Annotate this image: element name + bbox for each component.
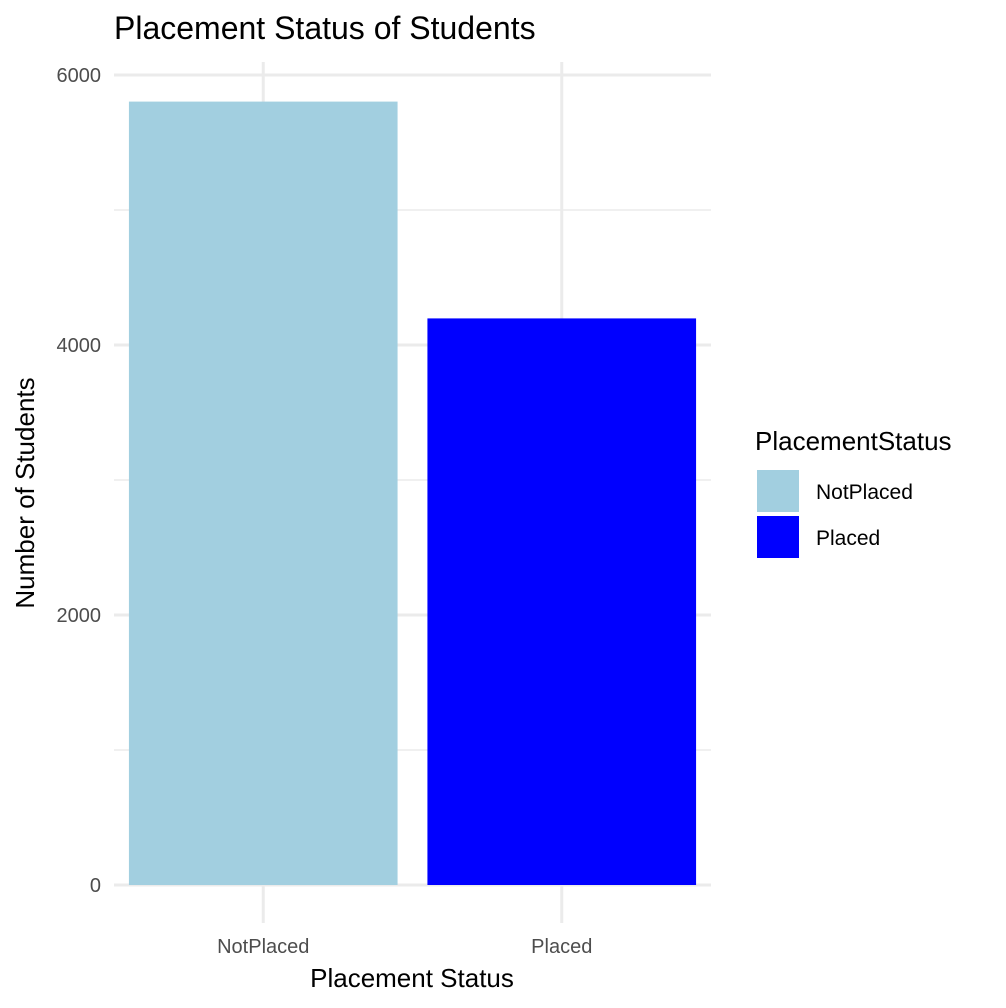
chart-title: Placement Status of Students: [114, 10, 536, 46]
legend-items: NotPlaced Placed: [757, 470, 913, 558]
y-tick-label: 2000: [57, 605, 102, 627]
legend-label-placed: Placed: [816, 527, 880, 550]
x-tick-labels: NotPlaced Placed: [217, 936, 592, 958]
bar-notplaced: [128, 101, 398, 886]
y-axis-title: Number of Students: [10, 377, 40, 608]
legend-label-notplaced: NotPlaced: [816, 481, 913, 504]
x-tick-label: Placed: [531, 936, 592, 958]
bars: [128, 101, 697, 886]
y-tick-labels: 0 2000 4000 6000: [57, 65, 102, 897]
x-axis-title: Placement Status: [310, 963, 514, 993]
legend-title: PlacementStatus: [755, 426, 952, 456]
legend: PlacementStatus NotPlaced Placed: [755, 426, 952, 558]
y-tick-label: 6000: [57, 65, 102, 87]
x-tick-label: NotPlaced: [217, 936, 309, 958]
y-tick-label: 4000: [57, 335, 102, 357]
bar-placed: [427, 318, 697, 885]
legend-key-notplaced: [757, 470, 799, 512]
legend-key-placed: [757, 516, 799, 558]
y-tick-label: 0: [90, 875, 101, 897]
